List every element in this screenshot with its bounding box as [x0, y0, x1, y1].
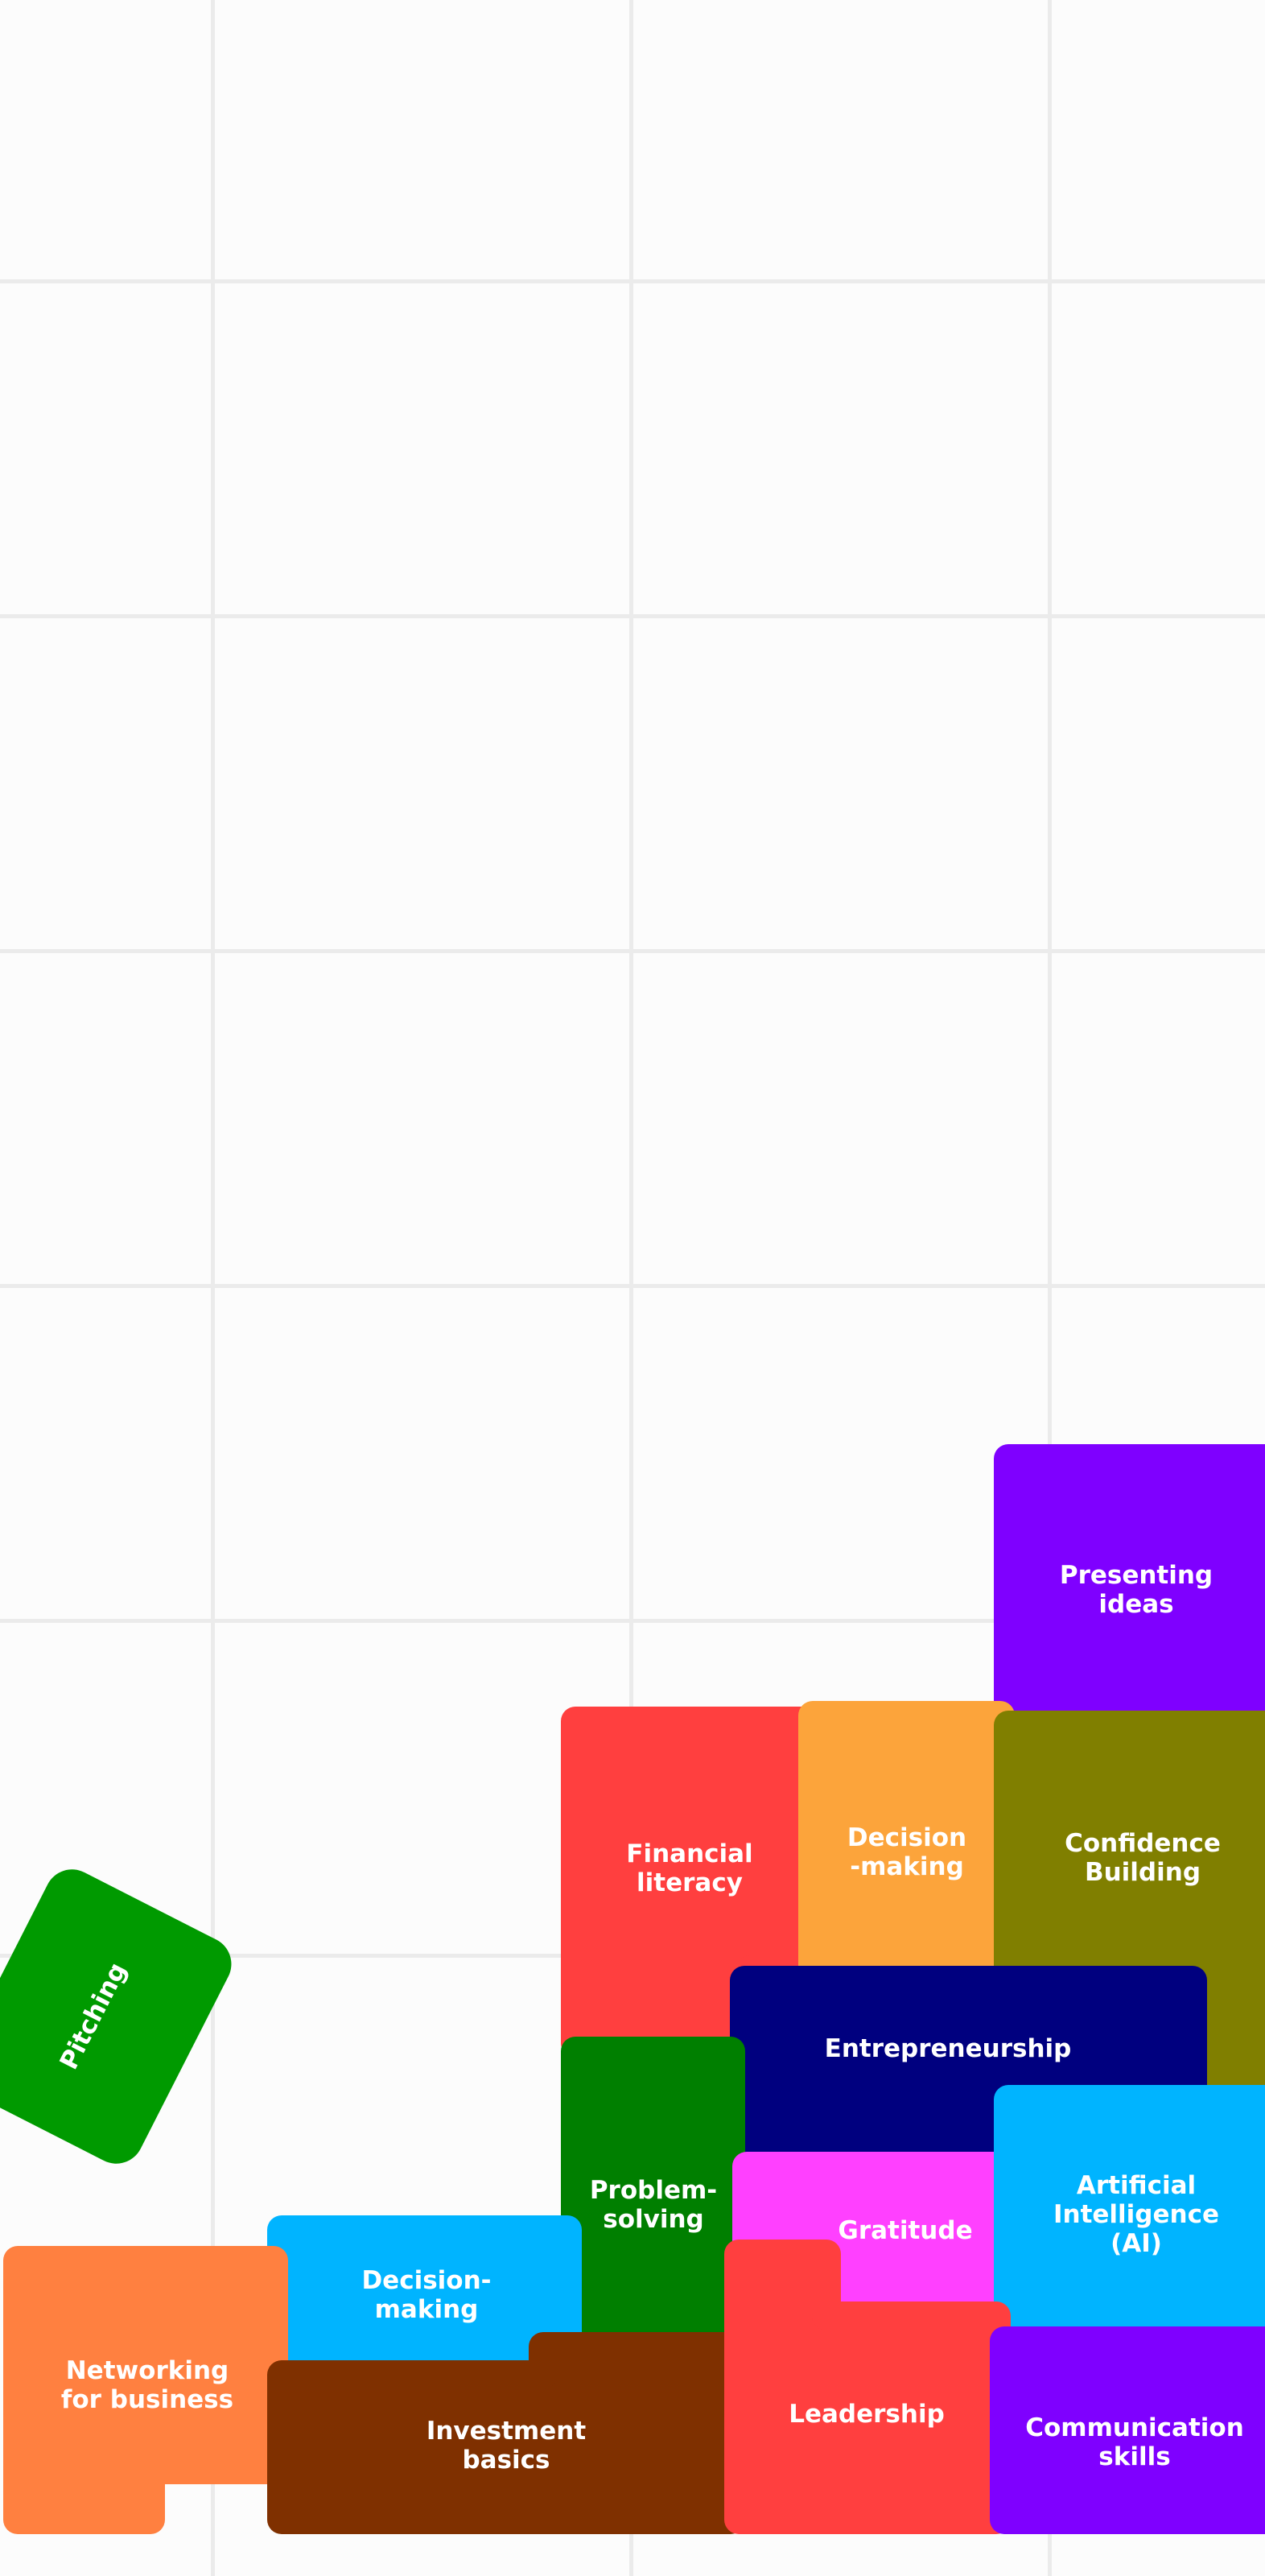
- block-artificial-intelligence: Artificial Intelligence (AI): [994, 2085, 1265, 2347]
- grid-line: [0, 1284, 1265, 1288]
- block-shape: [994, 1444, 1265, 1732]
- block-label-line: Confidence: [1065, 1829, 1221, 1858]
- block-label-line: Artificial: [1077, 2171, 1196, 2200]
- block-label-line: Networking: [66, 2356, 229, 2385]
- block-label-line: (AI): [1110, 2229, 1162, 2258]
- block-networking-for-business: Networking for business: [3, 2246, 288, 2534]
- block-investment-basics: Investment basics: [267, 2332, 745, 2534]
- block-label: Artificial Intelligence (AI): [1053, 2171, 1219, 2258]
- grid-line: [0, 614, 1265, 618]
- block-label-line: Building: [1085, 1858, 1201, 1887]
- block-label-line: Communication: [1025, 2413, 1244, 2442]
- block-label-line: Leadership: [789, 2400, 945, 2429]
- block-leadership: Leadership: [724, 2240, 1011, 2534]
- block-shape: [3, 2246, 288, 2534]
- grid-line: [211, 0, 215, 2576]
- block-label: Entrepreneurship: [825, 2034, 1072, 2063]
- block-label: Presenting ideas: [1060, 1561, 1213, 1619]
- block-label-line: Presenting: [1060, 1561, 1213, 1590]
- block-label-line: Intelligence: [1053, 2200, 1219, 2229]
- block-label-line: Decision-: [361, 2266, 491, 2295]
- block-label-line: basics: [462, 2446, 550, 2475]
- block-communication-skills: Communication skills: [990, 2326, 1265, 2534]
- grid-line: [0, 949, 1265, 953]
- block-label: Gratitude: [838, 2216, 972, 2245]
- grid-line: [0, 279, 1265, 283]
- block-decision-making-orange: Decision -making: [798, 1701, 1015, 1987]
- block-problem-solving: Problem-solving: [561, 2037, 745, 2352]
- block-shape: [0, 1869, 232, 2164]
- block-shape: [994, 2085, 1265, 2347]
- block-label-line: Financial: [626, 1839, 752, 1868]
- block-label: Problem-solving: [590, 2176, 717, 2234]
- block-label: Communication skills: [1025, 2413, 1244, 2471]
- block-label-line: Investment: [426, 2417, 587, 2446]
- block-label-line: Problem-: [590, 2176, 717, 2205]
- block-label-line: literacy: [637, 1868, 743, 1897]
- block-label-line: Decision: [847, 1823, 966, 1852]
- block-label-line: for business: [61, 2385, 233, 2414]
- grid-line: [629, 0, 633, 2576]
- block-label-line: Gratitude: [838, 2216, 972, 2245]
- block-label: Financial literacy: [626, 1839, 752, 1897]
- block-label-line: ideas: [1098, 1590, 1173, 1619]
- grid-line: [1048, 0, 1052, 2576]
- block-label: Leadership: [789, 2400, 945, 2429]
- block-shape: [724, 2240, 1011, 2534]
- block-decision-making-blue: Decision-making: [267, 2215, 582, 2381]
- block-label: Decision-making: [847, 1823, 966, 1881]
- block-label-line: Entrepreneurship: [825, 2034, 1072, 2063]
- block-label-line: -making: [850, 1852, 964, 1881]
- block-label-line: solving: [603, 2205, 703, 2234]
- block-label: Confidence Building: [1065, 1829, 1221, 1887]
- block-label: Networking for business: [61, 2356, 233, 2414]
- block-presenting-ideas: Presenting ideas: [994, 1444, 1265, 1732]
- grid-line: [0, 1619, 1265, 1623]
- block-shape: [990, 2326, 1265, 2534]
- block-label-line: skills: [1098, 2442, 1170, 2471]
- block-pitching: Pitching: [0, 1869, 232, 2164]
- block-label: Investment basics: [426, 2417, 587, 2475]
- block-label: Decision-making: [361, 2266, 491, 2324]
- block-label-line: making: [375, 2295, 479, 2324]
